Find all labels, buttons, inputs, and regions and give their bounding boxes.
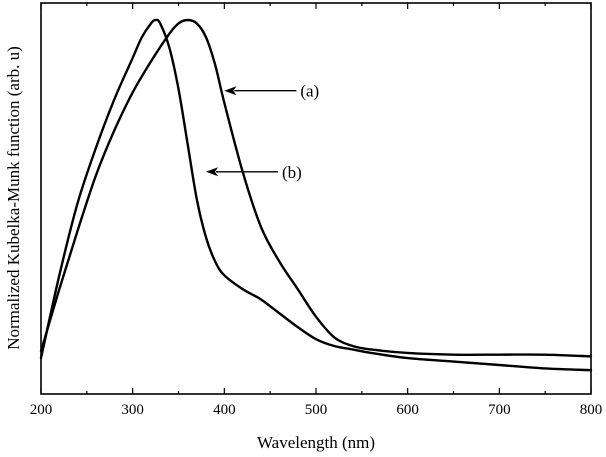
x-tick-label: 300 [121, 402, 144, 418]
x-tick-label: 400 [213, 402, 236, 418]
curve-annotations: (a) (b) [206, 82, 319, 182]
x-axis-tick-labels: 200 300 400 500 600 700 800 [30, 402, 603, 418]
spectra-curves [39, 18, 593, 372]
x-axis-label: Wavelength (nm) [257, 433, 375, 452]
series-a-line [39, 18, 593, 358]
plot-frame [40, 2, 592, 395]
annotation-b-arrow-head [206, 167, 218, 177]
x-axis-ticks [40, 3, 592, 394]
series-b-line [39, 18, 593, 372]
x-tick-label: 200 [30, 402, 53, 418]
annotation-b-label: (b) [282, 163, 302, 182]
x-tick-label: 500 [305, 402, 328, 418]
x-tick-label: 600 [396, 402, 419, 418]
x-tick-label: 700 [488, 402, 511, 418]
annotation-a-arrow-head [224, 86, 237, 96]
x-tick-label: 800 [580, 402, 603, 418]
annotation-a-label: (a) [300, 82, 319, 101]
y-axis-label: Normalized Kubelka-Munk function (arb. u… [4, 46, 23, 350]
